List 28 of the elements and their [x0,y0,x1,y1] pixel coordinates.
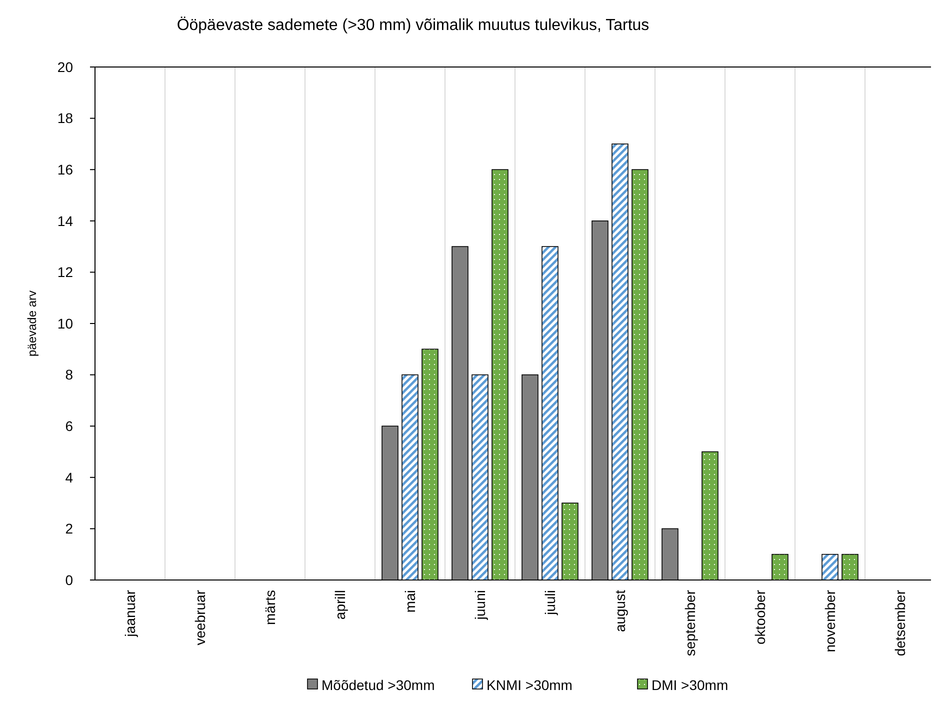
x-tick-label: mai [402,590,418,613]
legend-label: DMI >30mm [652,676,728,693]
x-tick-label: november [822,590,838,652]
legend-label: Mõõdetud >30mm [322,676,435,693]
x-tick-label: juuni [472,590,488,621]
x-tick-label: oktoober [752,590,768,644]
x-tick-label: august [612,590,628,632]
y-tick-label: 18 [57,110,74,126]
y-tick-label: 10 [57,315,74,332]
y-tick-label: 14 [57,212,74,229]
y-tick-label: 2 [65,520,74,537]
x-tick-label: juuli [542,590,558,616]
legend-label: KNMI >30mm [486,676,572,693]
y-tick-label: 6 [65,418,74,434]
x-tick-label: veebruar [192,590,208,646]
y-axis-title: päevade arv [25,290,39,357]
y-tick-label: 16 [57,162,74,178]
x-tick-label: märts [262,590,278,625]
x-tick-label: september [682,590,698,656]
y-tick-label: 8 [65,366,74,383]
x-tick-label: aprill [332,590,348,620]
y-tick-label: 0 [65,572,74,588]
y-tick-label: 4 [65,469,74,486]
x-tick-label: detsember [892,590,908,656]
x-tick-label: jaanuar [122,590,138,638]
chart-title: Ööpäevaste sademete (>30 mm) võimalik muutus tulevikus, Tartus [176,16,650,34]
y-tick-label: 12 [57,264,74,280]
y-tick-label: 20 [57,58,74,75]
